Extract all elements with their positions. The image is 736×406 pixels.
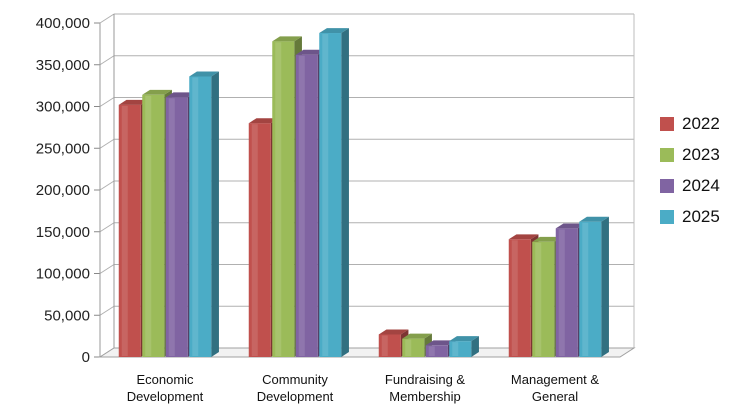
bar-side <box>341 28 349 357</box>
bar-2025 <box>579 216 609 357</box>
bar-top <box>142 89 172 95</box>
bar-highlight <box>405 339 412 356</box>
bar-top <box>165 92 196 98</box>
bar-highlight <box>168 98 175 356</box>
bar-front <box>555 228 578 357</box>
bar-front <box>118 104 141 357</box>
bar-top <box>295 49 326 55</box>
bar-top <box>319 28 349 34</box>
legend-label: 2024 <box>682 175 720 195</box>
axes <box>94 14 636 358</box>
y-tick-label: 200,000 <box>36 182 90 199</box>
bar-highlight <box>452 342 459 356</box>
category-label: Development <box>127 389 204 404</box>
bar-front <box>295 54 318 357</box>
bar-top <box>508 234 539 240</box>
y-tick-label: 100,000 <box>36 266 90 283</box>
bar-top <box>449 336 479 342</box>
y-tick-labels: 0 50,000 100,000 150,000 200,000 250,000 300,0… <box>36 15 90 366</box>
gridline-depth <box>99 138 115 149</box>
legend-label: 2023 <box>682 144 720 164</box>
legend-item-2023: 2023 <box>660 139 732 170</box>
legend-label: 2022 <box>682 113 720 133</box>
bar-2025 <box>319 28 349 358</box>
category-label: Development <box>257 389 334 404</box>
bar-side <box>211 71 219 358</box>
bar-highlight <box>298 55 305 356</box>
legend-swatch <box>660 147 674 162</box>
bar-highlight <box>511 240 518 356</box>
y-tick-label: 50,000 <box>44 307 90 324</box>
bar-front <box>579 221 602 357</box>
bar-highlight <box>251 124 258 356</box>
category-label: Fundraising & <box>385 372 466 387</box>
y-tick-label: 0 <box>82 349 90 366</box>
gridline-depth <box>99 55 115 66</box>
y-tick-label: 250,000 <box>36 140 90 157</box>
bar-side <box>601 216 609 357</box>
bar-front <box>378 334 401 357</box>
bar-highlight <box>322 34 329 357</box>
gridline-depth <box>99 13 115 24</box>
bar-highlight <box>192 77 199 356</box>
y-tick-label: 150,000 <box>36 224 90 241</box>
category-label: Economic <box>136 372 194 387</box>
category-label: Membership <box>389 389 461 404</box>
category-label: Management & <box>511 372 599 387</box>
y-tick-label: 400,000 <box>36 15 90 32</box>
bar-highlight <box>428 346 435 356</box>
bar-front <box>425 345 448 357</box>
bar-2025 <box>189 71 219 358</box>
legend-swatch <box>660 178 674 193</box>
bar-front <box>532 241 555 357</box>
bar-top <box>118 99 149 105</box>
category-labels: Economic Development Community Development F… <box>127 372 600 404</box>
bar-front <box>272 41 295 358</box>
bar-front <box>319 33 342 358</box>
bar-top <box>532 236 562 242</box>
bar-top <box>402 333 432 339</box>
y-tick-label: 300,000 <box>36 99 90 116</box>
bar-highlight <box>381 335 388 356</box>
y-tick-label: 350,000 <box>36 57 90 74</box>
bar-top <box>579 216 609 222</box>
legend: 2022 2023 2024 2025 <box>660 108 732 232</box>
category-label: Community <box>262 372 328 387</box>
bar-highlight <box>121 105 128 356</box>
gridline-depth <box>99 97 115 107</box>
bar-top <box>248 118 279 124</box>
bar-side <box>471 336 479 357</box>
bar-front <box>248 123 271 357</box>
bar-front <box>142 94 165 357</box>
bar-top <box>272 36 302 42</box>
legend-swatch <box>660 116 674 131</box>
legend-item-2025: 2025 <box>660 201 732 232</box>
bar-top <box>189 71 219 77</box>
bar-front <box>402 338 425 357</box>
legend-item-2024: 2024 <box>660 170 732 201</box>
bars <box>118 28 609 358</box>
legend-swatch <box>660 209 674 224</box>
bar-highlight <box>535 242 542 356</box>
bar-2025 <box>449 336 479 357</box>
bar-front <box>165 97 188 357</box>
gridline-depth <box>99 180 115 191</box>
legend-label: 2025 <box>682 206 720 226</box>
bar-front <box>189 76 212 357</box>
bar-top <box>378 329 409 335</box>
bar-front <box>449 341 472 357</box>
gridline-depth <box>99 264 115 274</box>
gridline-depth <box>99 305 115 316</box>
bar-highlight <box>145 95 152 356</box>
bar-highlight <box>582 222 589 356</box>
legend-item-2022: 2022 <box>660 108 732 139</box>
bar-top <box>425 340 456 346</box>
gridline-depth <box>99 222 115 233</box>
bar-top <box>555 223 586 229</box>
bar-highlight <box>275 42 282 357</box>
category-label: General <box>532 389 578 404</box>
bar-highlight <box>558 229 565 356</box>
bar-front <box>508 239 531 357</box>
